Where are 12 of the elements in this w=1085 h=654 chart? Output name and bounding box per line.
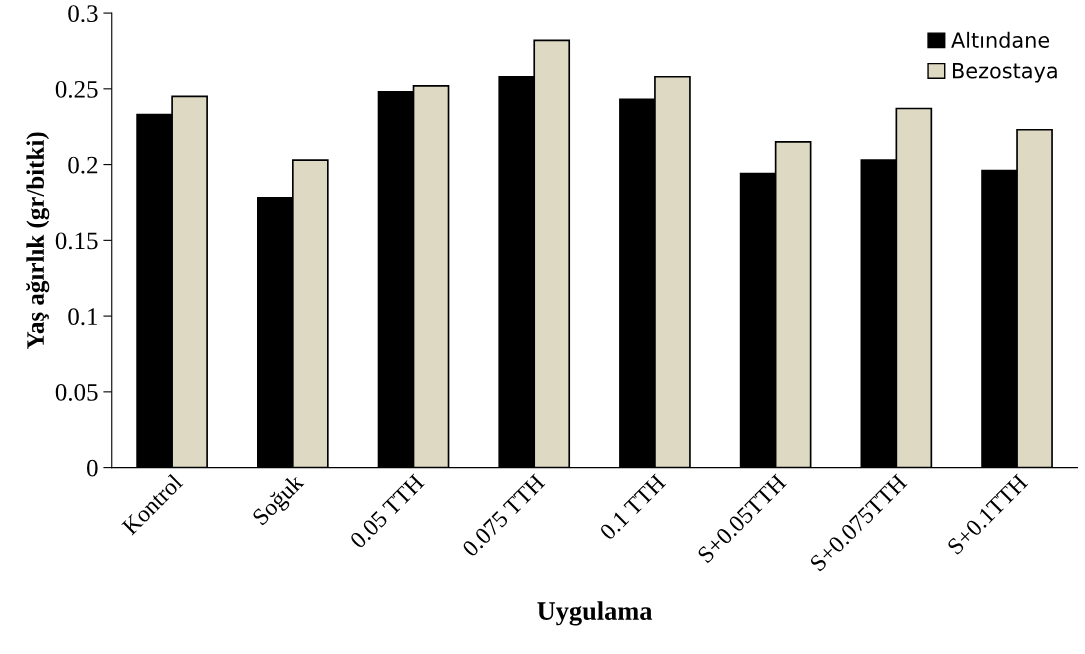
y-tick-label: 0.3 (68, 5, 98, 23)
y-tick-label: 0.25 (55, 80, 98, 98)
y-tick-label: 0.15 (55, 232, 98, 250)
y-axis-title: Yaş ağırlık (gr/bitki) (26, 132, 50, 349)
legend-label: Bezostaya (953, 63, 1057, 83)
legend-label: Altındane (951, 31, 1050, 48)
y-tick-label: 0.05 (55, 383, 98, 401)
y-tick-label: 0 (87, 459, 98, 477)
x-axis-title: Uygulama (537, 601, 653, 626)
y-tick-label: 0.1 (68, 308, 98, 326)
x-tick-label: 0.1 TTH (598, 473, 667, 541)
y-tick-label: 0.2 (68, 156, 98, 174)
